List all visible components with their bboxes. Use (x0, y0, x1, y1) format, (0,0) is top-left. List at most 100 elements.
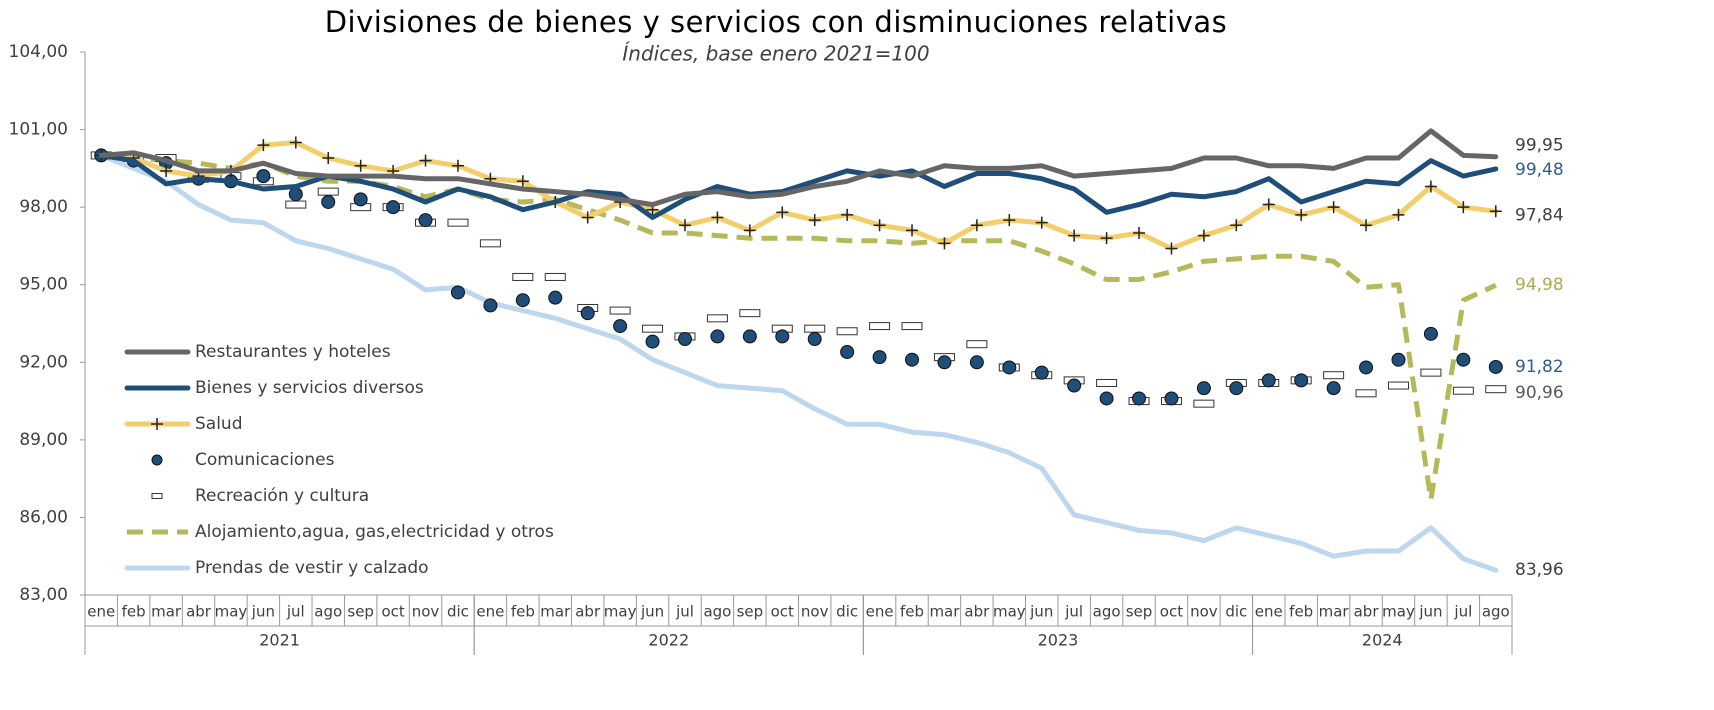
data-point (739, 309, 761, 318)
x-tick-label: abr (186, 603, 212, 621)
x-tick-label: ene (866, 603, 894, 621)
x-tick-label: ene (87, 603, 115, 621)
x-tick-label: abr (575, 603, 601, 621)
x-tick-label: ene (1255, 603, 1283, 621)
data-point (938, 237, 951, 250)
data-point (1262, 198, 1275, 211)
data-point (613, 319, 628, 334)
y-tick-label: 92,00 (19, 352, 68, 372)
x-tick-label: mar (151, 603, 182, 621)
data-label: 99,95 (1515, 136, 1564, 156)
data-point (840, 344, 855, 359)
data-point (447, 218, 469, 227)
data-point (1197, 229, 1210, 242)
data-point (1457, 201, 1470, 214)
data-point (354, 159, 367, 172)
data-point (1035, 216, 1048, 229)
data-point (1488, 359, 1503, 374)
data-point (289, 136, 302, 149)
data-point (742, 329, 757, 344)
x-tick-label: mar (1319, 603, 1350, 621)
data-point (288, 187, 303, 202)
x-tick-label: oct (771, 603, 794, 621)
data-point (1489, 205, 1502, 218)
data-point (1193, 399, 1215, 408)
data-point (1452, 386, 1474, 395)
x-tick-label: sep (737, 603, 764, 621)
y-tick-label: 98,00 (19, 197, 68, 217)
data-label: 99,48 (1515, 160, 1564, 180)
data-point (418, 213, 433, 228)
data-point (1359, 360, 1374, 375)
y-tick-label: 86,00 (19, 507, 68, 527)
x-tick-label: may (604, 603, 637, 621)
data-point (1294, 373, 1309, 388)
legend-label: Bienes y servicios diversos (195, 378, 424, 398)
y-tick-label: 101,00 (9, 120, 68, 140)
x-tick-label: mar (540, 603, 571, 621)
x-tick-label: jul (1453, 603, 1472, 621)
data-point (1096, 378, 1118, 387)
x-tick-label: may (1382, 603, 1415, 621)
data-point (1424, 180, 1437, 193)
x-tick-label: ago (1093, 603, 1121, 621)
legend-label: Restaurantes y hoteles (195, 342, 391, 362)
data-point (544, 272, 566, 281)
series-line (98, 128, 1499, 208)
data-point (1165, 242, 1178, 255)
y-tick-label: 83,00 (19, 585, 68, 605)
data-label: 94,98 (1515, 275, 1564, 295)
data-point (970, 219, 983, 232)
y-tick-label: 89,00 (19, 430, 68, 450)
data-point (808, 214, 821, 227)
data-point (1327, 201, 1340, 214)
x-tick-label: feb (900, 603, 924, 621)
x-tick-label: nov (1190, 603, 1218, 621)
x-tick-label: jul (675, 603, 694, 621)
data-point (580, 306, 595, 321)
data-point (1100, 232, 1113, 245)
data-point (548, 290, 563, 305)
data-point (1034, 365, 1049, 380)
x-tick-label: may (993, 603, 1026, 621)
data-point (483, 298, 498, 313)
data-point (322, 152, 335, 165)
data-point (609, 306, 631, 315)
data-point (1068, 229, 1081, 242)
x-tick-label: jul (286, 603, 305, 621)
data-point (775, 329, 790, 344)
series-line (101, 152, 1497, 502)
x-tick-label: jun (640, 603, 664, 621)
data-point (677, 332, 692, 347)
x-year-label: 2023 (1038, 631, 1079, 650)
series-line (98, 152, 1499, 573)
data-point (905, 352, 920, 367)
data-point (317, 187, 339, 196)
data-point (1003, 214, 1016, 227)
data-point (1295, 208, 1308, 221)
x-tick-label: sep (1126, 603, 1153, 621)
x-tick-label: jul (1064, 603, 1083, 621)
x-tick-label: oct (381, 603, 404, 621)
data-label: 91,82 (1515, 357, 1564, 377)
data-point (160, 164, 173, 177)
x-tick-label: dic (836, 603, 858, 621)
data-point (1392, 208, 1405, 221)
data-point (1420, 368, 1442, 377)
data-point (479, 239, 501, 248)
data-point (678, 219, 691, 232)
legend-label: Recreación y cultura (195, 486, 369, 506)
data-point (515, 293, 530, 308)
y-tick-label: 95,00 (19, 275, 68, 295)
data-point (966, 340, 988, 349)
data-label: 97,84 (1515, 205, 1564, 225)
data-point (642, 324, 664, 333)
x-tick-label: jun (1029, 603, 1053, 621)
x-tick-label: ago (314, 603, 342, 621)
data-point (872, 350, 887, 365)
data-point (321, 194, 336, 209)
legend-marker (151, 493, 163, 499)
data-point (901, 322, 923, 331)
data-point (1164, 391, 1179, 406)
